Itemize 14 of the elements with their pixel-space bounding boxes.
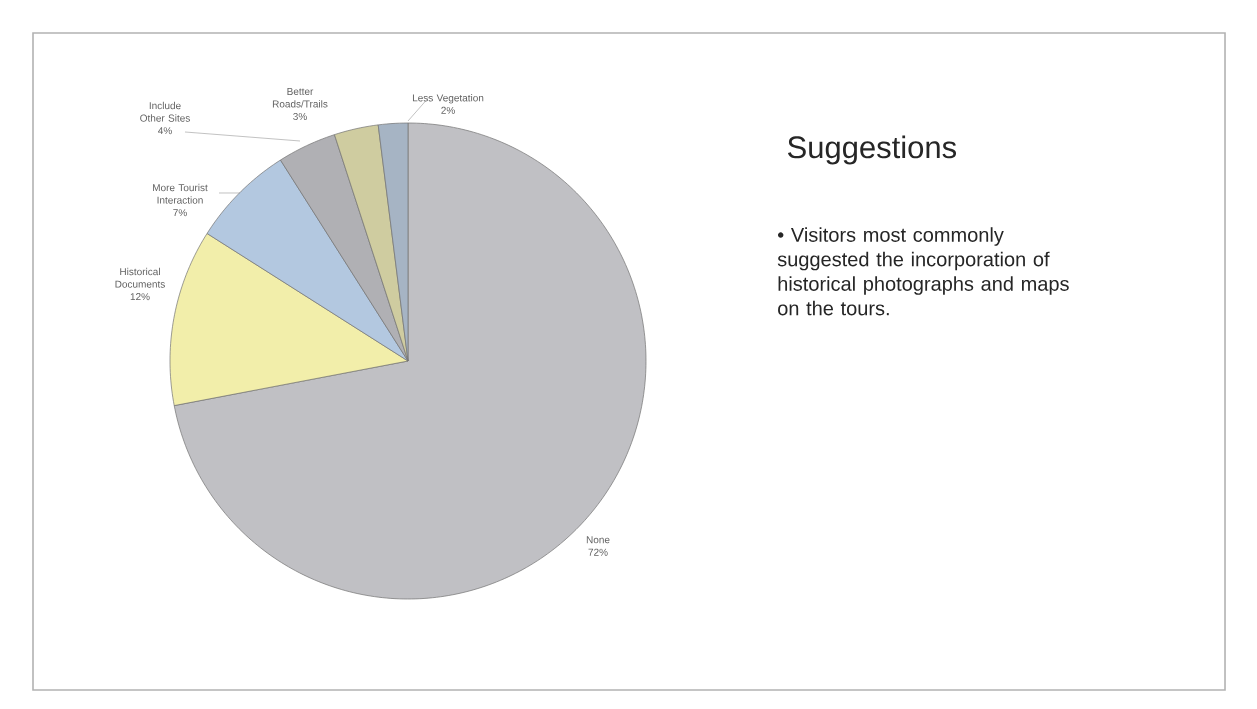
slice-label: Less Vegetation — [412, 94, 484, 104]
data-label: 4% — [158, 127, 172, 135]
data-label: 3% — [293, 112, 307, 120]
slice-label: Historical Documents — [115, 267, 165, 288]
data-label: 2% — [441, 106, 455, 114]
data-label: 12% — [130, 293, 150, 301]
slice-label: More Tourist Interaction — [153, 183, 208, 204]
data-label: 7% — [173, 209, 187, 217]
slice-label: Better Roads/Trails — [272, 88, 328, 108]
text: • Visitors most commonly suggested the incorporation of historical photographs and maps on the tours. — [777, 227, 1069, 316]
slice-label: None — [586, 536, 610, 544]
text: Suggestions — [787, 135, 957, 165]
data-label: 72% — [588, 548, 608, 556]
slice-label: Include Other Sites — [140, 101, 190, 122]
